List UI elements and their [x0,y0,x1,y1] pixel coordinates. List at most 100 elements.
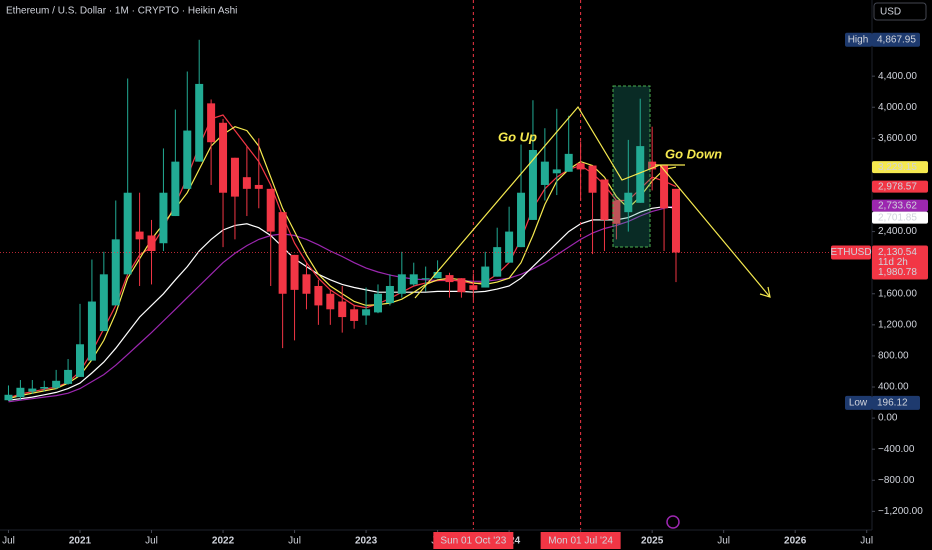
candle-body [421,278,430,280]
candle-body [362,309,371,316]
candle-body [123,192,132,275]
candle-body [576,163,585,170]
candle-body [671,188,680,253]
x-tick-label: Jul [145,536,158,547]
candle-body [290,254,299,290]
candle-body [87,301,96,361]
candle-body [600,179,609,220]
candle-body [4,394,13,401]
last-price-label: 2,130.54 [878,247,917,258]
logo [666,515,680,529]
marker-label: Mon 01 Jul '24 [548,536,613,547]
marker-box [540,532,621,549]
symbol-label: ETHUSD [830,247,871,258]
x-tick-label: Jul [717,536,730,547]
candle-body [111,239,120,306]
plot [0,0,872,530]
x-tick-label: Jul [2,536,15,547]
extreme-box [872,395,920,410]
candle-body [314,285,323,306]
candle-body [99,274,108,332]
candle-body [457,278,466,293]
candle-body [326,293,335,310]
y-tick-label: 800.00 [878,351,909,362]
y-tick-label: 1,600.00 [878,288,917,299]
x-tick-label: 2021 [69,536,92,547]
price-label-box [872,199,928,212]
candle-body [75,344,84,377]
extreme-name: High [848,34,869,45]
y-tick-label: −400.00 [878,444,915,455]
candle-body [469,285,478,290]
last-price-box [872,245,928,280]
y-tick-label: −800.00 [878,475,915,486]
candle-body [493,247,502,277]
candle-body [207,103,216,143]
marker-box [433,532,514,549]
price-label: 2,701.85 [878,212,917,223]
candle-body [278,212,287,294]
extreme-box [872,32,920,47]
candle-body [373,293,382,313]
y-tick-label: 4,400.00 [878,71,917,82]
arrow-head [759,286,771,298]
candle-body [28,388,37,392]
x-tick-label: 2022 [212,536,235,547]
x-tick-label: 2025 [641,536,664,547]
extreme-label: 4,867.95 [877,34,916,45]
highlight-box [612,85,651,248]
candle-body [517,192,526,248]
y-tick-label: 2,400.00 [878,226,917,237]
candle-body [64,369,73,384]
extreme-name: Low [849,397,868,408]
extreme-label: 196.12 [877,397,908,408]
currency[interactable]: USD [880,7,901,18]
candle-body [636,146,645,203]
candle-body [552,169,561,174]
candle-body [648,161,657,170]
candle-body [505,231,514,263]
price-label: 3,229.15 [878,162,917,173]
candle-body [564,153,573,172]
marker-label: Sun 01 Oct '23 [440,536,506,547]
chart-title: Ethereum / U.S. Dollar · 1M · CRYPTO · H… [6,6,237,17]
close-label: 1,980.78 [878,267,917,278]
y-tick-label: 400.00 [878,382,909,393]
x-tick-label: Jul [288,536,301,547]
candle-body [183,130,192,189]
candle-body [135,231,144,240]
y-tick-label: 1,200.00 [878,319,917,330]
candle-body [385,285,394,304]
candle-body [40,387,49,389]
candle-body [624,192,633,213]
candle-body [588,165,597,193]
annotation: Go Up [498,129,537,144]
y-tick-label: 4,000.00 [878,102,917,113]
price-label: 2,978.57 [878,181,917,192]
drawing-arrow [659,164,771,298]
ma-line [8,205,677,403]
candle-body [159,192,168,244]
candle-body [433,271,442,279]
candle-body [147,235,156,252]
candle-body [528,149,537,220]
annotation: Go Down [665,146,722,161]
candle-body [612,200,621,224]
candle-body [397,274,406,294]
candle-body [266,188,275,232]
x-tick-label: Jul [860,536,873,547]
candle-body [302,274,311,294]
candle-body [409,274,418,285]
candle-body [52,380,61,388]
ma-line [8,206,677,401]
x-tick-label: 2023 [355,536,378,547]
candle-body [195,83,204,162]
layout: Go Up Go Down Ethereum / U.S. Dollar · 1… [6,2,927,529]
currency-button[interactable] [873,2,927,21]
candle-body [481,266,490,288]
extreme-name-box [845,395,872,410]
candle-body [660,165,669,209]
price-label-box [872,161,928,174]
y-tick-label: 3,600.00 [878,133,917,144]
